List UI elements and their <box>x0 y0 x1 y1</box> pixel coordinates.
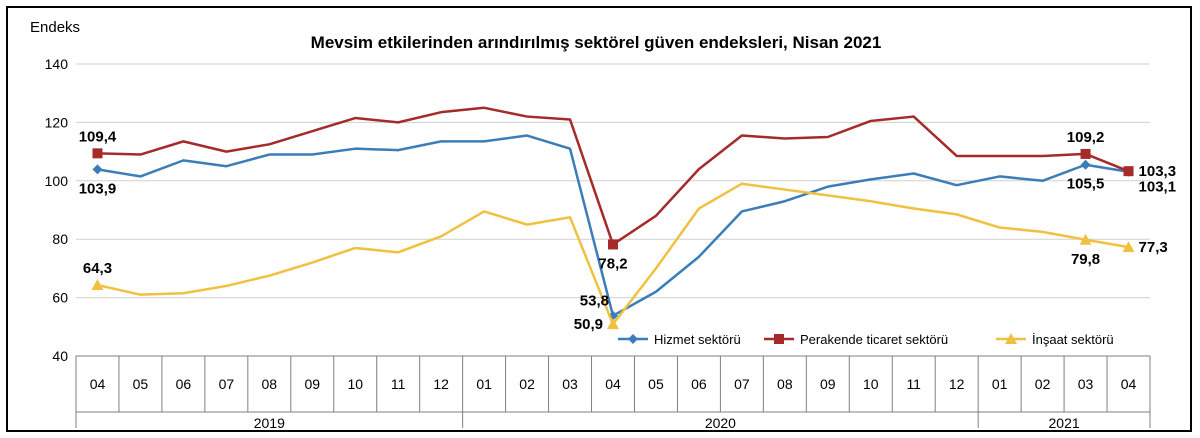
data-label: 103,1 <box>1139 179 1177 196</box>
data-label: 109,2 <box>1067 129 1105 146</box>
x-tick-label: 12 <box>433 376 449 392</box>
x-tick-label: 02 <box>519 376 535 392</box>
data-point-marker <box>91 279 104 291</box>
series-group <box>92 106 1134 250</box>
data-point-marker <box>1123 166 1134 177</box>
data-label: 64,3 <box>83 260 112 277</box>
year-label: 2021 <box>1049 415 1080 431</box>
x-tick-label: 11 <box>906 376 921 392</box>
x-tick-label: 03 <box>1078 376 1094 392</box>
y-tick-label: 40 <box>52 348 68 364</box>
x-axis: 04 05 06 07 08 09 10 11 12 01 02 03 04 05 06 07 08 09 10 11… <box>75 355 1151 431</box>
data-point-marker <box>92 164 103 175</box>
year-label: 2020 <box>705 415 736 431</box>
data-point-marker <box>628 334 638 344</box>
data-point-marker <box>1080 148 1091 159</box>
legend: Hizmet sektörü Perakende ticaret sektörü İ… <box>618 332 1114 347</box>
data-label: 109,4 <box>79 128 117 145</box>
data-label: 50,9 <box>574 316 603 333</box>
data-label: 105,5 <box>1067 176 1105 193</box>
year-label: 2019 <box>254 415 285 431</box>
series-line <box>97 106 1129 246</box>
data-point-marker <box>92 148 103 159</box>
legend-label: İnşaat sektörü <box>1032 332 1114 347</box>
x-tick-label: 04 <box>1121 376 1137 392</box>
series-lines <box>91 106 1135 330</box>
x-tick-label: 05 <box>133 376 149 392</box>
x-tick-label: 01 <box>476 376 492 392</box>
x-tick-label: 06 <box>176 376 192 392</box>
x-tick-label: 08 <box>777 376 793 392</box>
data-point-marker <box>1122 241 1135 253</box>
y-tick-labels: 40 60 80 100 120 140 <box>45 56 69 364</box>
legend-label: Perakende ticaret sektörü <box>800 332 948 347</box>
data-label: 103,9 <box>79 180 117 197</box>
x-tick-label: 07 <box>734 376 750 392</box>
data-label: 78,2 <box>598 255 627 272</box>
series-group <box>91 182 1135 330</box>
data-point-marker <box>607 318 619 330</box>
y-tick-label: 80 <box>52 231 68 247</box>
legend-label: Hizmet sektörü <box>654 332 741 347</box>
x-tick-label: 01 <box>992 376 1008 392</box>
x-tick-label: 12 <box>949 376 965 392</box>
x-tick-label: 04 <box>605 376 621 392</box>
x-tick-label: 04 <box>90 376 106 392</box>
y-tick-label: 140 <box>45 56 69 72</box>
data-label: 53,8 <box>580 293 609 310</box>
chart-title: Mevsim etkilerinden arındırılmış sektöre… <box>311 33 882 52</box>
x-tick-label: 10 <box>863 376 879 392</box>
x-tick-label: 08 <box>262 376 278 392</box>
y-tick-label: 60 <box>52 290 68 306</box>
x-tick-label: 06 <box>691 376 707 392</box>
data-point-marker <box>774 334 784 344</box>
series-line <box>97 182 1129 326</box>
x-tick-label: 11 <box>391 376 406 392</box>
series-line <box>97 134 1129 317</box>
x-tick-label: 02 <box>1035 376 1051 392</box>
x-tick-label: 05 <box>648 376 664 392</box>
data-label: 103,3 <box>1139 163 1177 180</box>
x-tick-label: 09 <box>820 376 836 392</box>
data-point-marker <box>608 239 618 250</box>
x-tick-label: 09 <box>304 376 320 392</box>
y-tick-label: 100 <box>45 173 69 189</box>
data-label: 77,3 <box>1139 239 1168 256</box>
y-tick-label: 120 <box>45 114 69 130</box>
data-point-marker <box>1080 159 1091 170</box>
line-chart: Mevsim etkilerinden arındırılmış sektöre… <box>30 19 1176 431</box>
data-label: 79,8 <box>1071 251 1100 268</box>
y-axis-label: Endeks <box>30 19 80 36</box>
x-tick-label: 03 <box>562 376 578 392</box>
data-labels: 103,9 53,8 105,5 103,1 109,4 78,2 109,2 103,3 64… <box>79 128 1176 333</box>
data-point-marker <box>1079 233 1092 245</box>
x-tick-label: 07 <box>219 376 235 392</box>
data-point-marker <box>1005 333 1017 344</box>
series-group <box>92 134 1134 321</box>
chart-frame: Mevsim etkilerinden arındırılmış sektöre… <box>6 6 1192 432</box>
x-tick-label: 10 <box>347 376 363 392</box>
